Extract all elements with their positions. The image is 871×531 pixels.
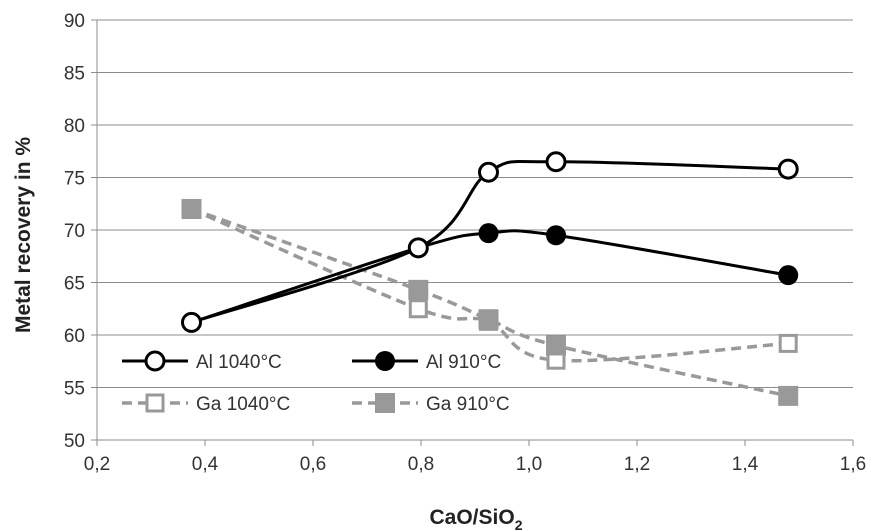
y-tick-label: 85: [64, 64, 85, 85]
y-tick-label: 75: [64, 169, 85, 190]
x-tick-label: 1,2: [624, 454, 650, 475]
data-point: [181, 199, 202, 219]
data-point: [144, 350, 166, 372]
y-tick-labels: 50 55 60 65 70 75 80 85 90: [64, 11, 85, 452]
legend-label: Al 910°C: [426, 352, 501, 373]
data-point: [478, 161, 499, 183]
x-tick-label: 0,6: [300, 454, 326, 475]
y-tick-label: 65: [64, 274, 85, 295]
x-tick-label: 0,4: [192, 454, 219, 475]
legend-label: Al 1040°C: [196, 352, 282, 373]
data-point: [407, 237, 429, 259]
data-point: [408, 299, 428, 319]
series-line: [190, 207, 789, 398]
axes: [91, 19, 854, 446]
gridlines: [97, 19, 853, 388]
legend-label: Ga 910°C: [426, 394, 510, 415]
data-point: [778, 265, 799, 286]
legend-label: Ga 1040°C: [196, 394, 290, 415]
data-point: [546, 335, 566, 356]
y-tick-label: 60: [64, 326, 85, 347]
data-point: [375, 393, 395, 413]
y-tick-label: 70: [64, 221, 85, 242]
series-layer: [181, 151, 799, 406]
legend-entry: Al 1040°C: [122, 350, 282, 373]
x-tick-label: 1,4: [732, 454, 759, 475]
y-tick-label: 90: [64, 11, 85, 32]
legend-entry: Al 910°C: [352, 351, 501, 373]
data-point: [478, 309, 499, 330]
data-point: [478, 223, 499, 244]
y-tick-label: 80: [64, 116, 85, 137]
legend-entry: Ga 910°C: [352, 393, 510, 415]
series-line: [190, 207, 789, 363]
data-point: [777, 158, 799, 180]
series-line: [191, 229, 789, 324]
x-tick-label: 1,6: [840, 454, 866, 475]
legend-entry: Ga 1040°C: [122, 393, 290, 415]
series-al-1040-c: [181, 151, 799, 333]
series-ga-910-c: [181, 199, 799, 406]
x-tick-label: 1,0: [516, 454, 542, 475]
y-tick-label: 50: [64, 431, 85, 452]
x-tick-label: 0,8: [408, 454, 434, 475]
x-tick-label: 0,2: [84, 454, 110, 475]
x-axis-title-main: CaO/SiO: [430, 506, 515, 529]
y-axis-title: Metal recovery in %: [12, 137, 35, 333]
data-point: [546, 225, 566, 246]
y-tick-label: 55: [64, 379, 85, 400]
data-point: [145, 393, 165, 413]
data-point: [408, 279, 429, 300]
data-point: [778, 385, 799, 406]
data-point: [778, 333, 798, 353]
data-point: [375, 351, 395, 371]
data-point: [545, 151, 567, 173]
legend: Al 1040°C Al 910°C Ga 1040°C Ga 910°C: [122, 350, 510, 415]
data-point: [181, 311, 202, 333]
x-axis-title-subscript: 2: [515, 517, 523, 531]
x-tick-labels: 0,2 0,4 0,6 0,8 1,0 1,2 1,4 1,6: [84, 454, 866, 475]
series-al-910-c: [181, 223, 799, 333]
x-axis-title: CaO/SiO2: [430, 506, 523, 531]
